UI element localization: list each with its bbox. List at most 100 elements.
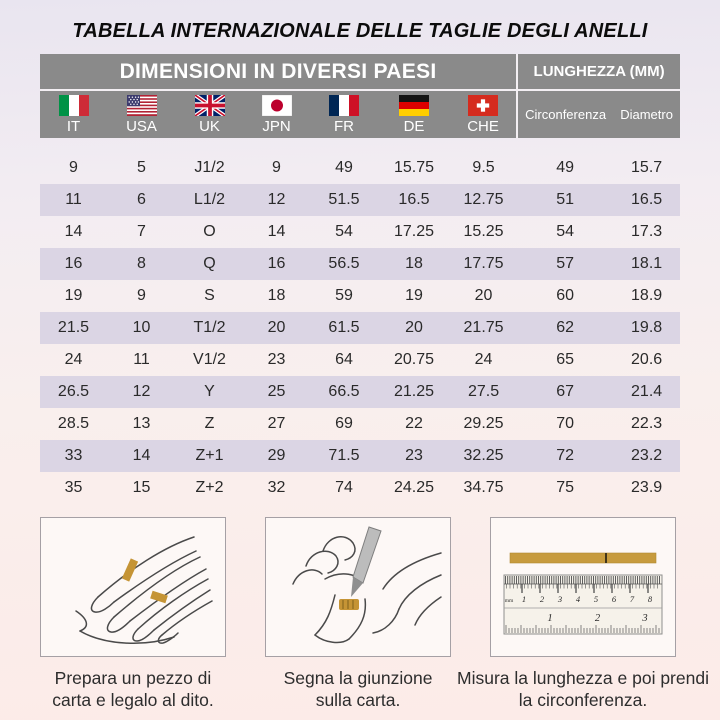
table-cell: 67 xyxy=(556,383,574,400)
flag-it-icon xyxy=(40,94,107,116)
table-cell: 11 xyxy=(133,351,150,368)
table-cell: O xyxy=(203,223,216,240)
table-cell: 20 xyxy=(405,319,423,336)
svg-text:8: 8 xyxy=(648,594,653,604)
table-cell: 19 xyxy=(64,287,83,304)
table-cell: 10 xyxy=(132,319,151,336)
table-cell: 9 xyxy=(69,159,78,176)
table-cell: Z+2 xyxy=(195,479,224,496)
table-header-band: DIMENSIONI IN DIVERSI PAESI LUNGHEZZA (M… xyxy=(40,54,681,91)
table-cell: 14 xyxy=(267,223,286,240)
country-label: USA xyxy=(126,117,157,135)
ruler-body xyxy=(503,574,663,635)
svg-text:4: 4 xyxy=(576,594,581,604)
table-cell: 16 xyxy=(267,255,286,272)
instruction-caption-3: Misura la lunghezza e poi prendi la circ… xyxy=(457,668,709,711)
paper-strip xyxy=(510,553,656,563)
table-cell: 22 xyxy=(405,415,423,432)
country-column-header-usa: USA xyxy=(107,90,176,138)
table-cell: 8 xyxy=(137,255,146,272)
svg-text:2: 2 xyxy=(540,594,545,604)
table-cell: 23 xyxy=(267,351,286,368)
table-cell: 11 xyxy=(65,191,82,208)
country-label: CHE xyxy=(467,117,499,135)
table-cell: 20 xyxy=(267,319,286,336)
table-cell: 75 xyxy=(556,479,574,496)
table-cell: 34.75 xyxy=(463,479,504,496)
table-cell: T1/2 xyxy=(193,319,226,336)
table-cell: Z+1 xyxy=(195,447,224,464)
svg-text:6: 6 xyxy=(612,594,617,604)
instruction-panel-3: 1 2 3 4 5 6 7 8 mm 1 2 3 Misura la lunghezza e poi … xyxy=(457,517,709,712)
pen-marking-icon xyxy=(292,526,442,644)
table-cell: 28.5 xyxy=(57,415,90,432)
table-cell: 21.25 xyxy=(393,383,435,400)
instruction-caption-2: Segna la giunzione sulla carta. xyxy=(283,668,433,711)
table-cell: 32.25 xyxy=(463,447,504,464)
table-cell: 26.5 xyxy=(57,383,90,400)
table-cell: 33 xyxy=(64,447,83,464)
band-marks xyxy=(342,600,354,609)
length-section-header: LUNGHEZZA (MM) xyxy=(516,54,681,91)
instruction-panels: Prepara un pezzo di carta e legalo al di… xyxy=(40,517,709,712)
table-cell: 14 xyxy=(64,223,83,240)
country-column-header-it: IT xyxy=(40,90,107,138)
table-cell: 49 xyxy=(556,159,574,176)
table-cell: J1/2 xyxy=(194,159,225,176)
table-cell: 16 xyxy=(64,255,83,272)
hand-with-paper-strip-illustration xyxy=(40,517,226,657)
table-cell: 65 xyxy=(556,351,574,368)
table-row: 19 9 S 18 59 19 20 60 18.9 xyxy=(40,280,680,312)
table-cell: 12 xyxy=(267,191,286,208)
pen-tip xyxy=(351,577,363,597)
page-title: TABELLA INTERNAZIONALE DELLE TAGLIE DEGL… xyxy=(72,20,648,42)
country-column-header-fr: FR xyxy=(310,90,378,138)
country-column-header-che: CHE xyxy=(450,90,518,138)
table-cell: 60 xyxy=(556,287,574,304)
flag-jpn-icon xyxy=(243,94,310,116)
table-cell: 13 xyxy=(132,415,151,432)
table-row: 28.5 13 Z 27 69 22 29.25 70 22.3 xyxy=(40,408,680,440)
instruction-caption-1: Prepara un pezzo di carta e legalo al di… xyxy=(52,668,214,711)
table-cell: 29.25 xyxy=(463,415,504,432)
instruction-panel-1: Prepara un pezzo di carta e legalo al di… xyxy=(40,517,226,712)
table-cell: 24.25 xyxy=(393,479,435,496)
table-cell: 71.5 xyxy=(328,447,360,464)
hand-sketch-icon xyxy=(75,536,213,644)
table-cell: 18.9 xyxy=(631,287,663,304)
table-cell: 24 xyxy=(64,351,83,368)
table-cell: 16.5 xyxy=(631,191,663,208)
table-cell: 69 xyxy=(335,415,353,432)
size-table-body: 9 5 J1/2 9 49 15.75 9.5 49 15.7 11 6 L1/2 12 51.5 16.5… xyxy=(40,138,681,504)
table-cell: 20 xyxy=(474,287,493,304)
svg-text:3: 3 xyxy=(557,594,562,604)
table-cell: 15.75 xyxy=(393,159,435,176)
svg-text:3: 3 xyxy=(641,613,647,624)
countries-section-header: DIMENSIONI IN DIVERSI PAESI xyxy=(40,54,518,91)
table-cell: 61.5 xyxy=(328,319,360,336)
table-cell: 22.3 xyxy=(631,415,663,432)
table-cell: V1/2 xyxy=(193,351,226,368)
table-row: 33 14 Z+1 29 71.5 23 32.25 72 23.2 xyxy=(40,440,681,472)
table-cell: L1/2 xyxy=(193,191,226,208)
table-cell: 21.75 xyxy=(463,319,504,336)
svg-text:mm: mm xyxy=(505,598,514,604)
table-cell: 15.25 xyxy=(463,223,504,240)
table-cell: 15 xyxy=(132,479,151,496)
table-cell: Q xyxy=(203,255,216,272)
table-cell: 9 xyxy=(272,159,281,176)
table-cell: 20.6 xyxy=(631,351,663,368)
table-cell: 25 xyxy=(267,383,286,400)
ruler-measurement-illustration: 1 2 3 4 5 6 7 8 mm 1 2 3 xyxy=(490,517,676,657)
paper-strip-on-finger xyxy=(121,558,139,582)
table-cell: 12.75 xyxy=(463,191,504,208)
flag-fr-icon xyxy=(310,94,378,116)
table-row: 14 7 O 14 54 17.25 15.25 54 17.3 xyxy=(40,216,680,248)
table-cell: 9 xyxy=(137,287,146,304)
table-cell: 29 xyxy=(267,447,286,464)
pen-body xyxy=(352,526,382,584)
table-cell: 15.7 xyxy=(631,159,663,176)
table-cell: 17.3 xyxy=(631,223,663,240)
